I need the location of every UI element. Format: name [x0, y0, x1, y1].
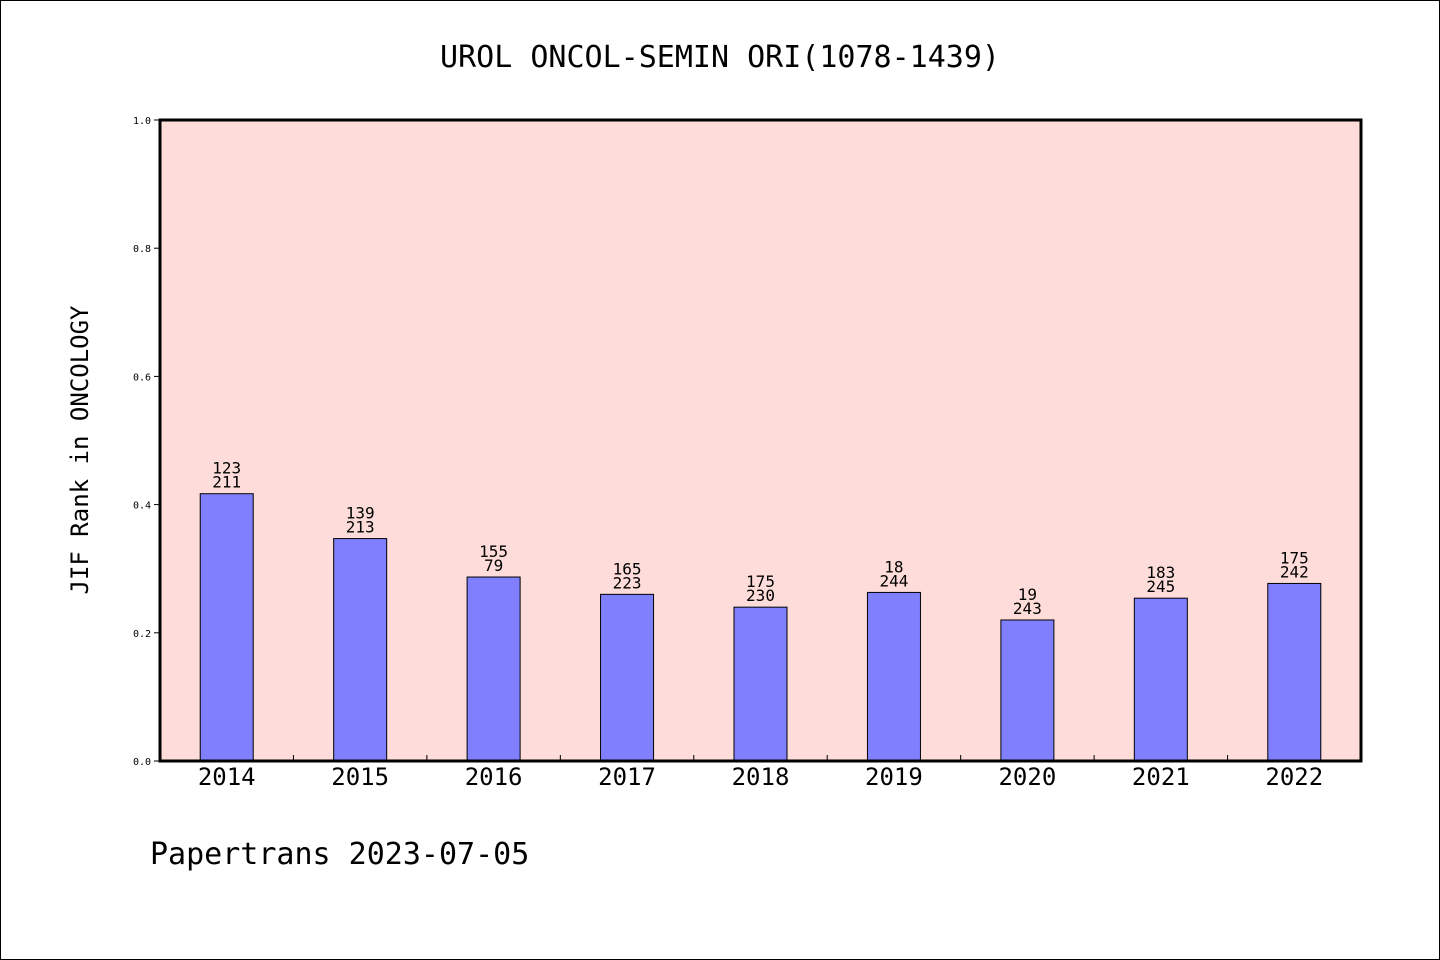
bar-2017 — [600, 593, 655, 762]
bars — [199, 493, 1322, 762]
data-label-top: 175 — [1280, 548, 1309, 567]
y-tick-label: 0.4 — [133, 501, 151, 512]
x-tick-label: 2021 — [1132, 763, 1190, 791]
data-label-bottom: 245 — [1146, 577, 1175, 596]
data-label-top: 155 — [479, 542, 508, 561]
bar-2018 — [733, 606, 788, 762]
data-label-top: 19 — [1018, 585, 1037, 604]
data-label-bottom: 213 — [346, 518, 375, 537]
x-tick-label: 2018 — [732, 763, 790, 791]
bar-2014 — [199, 493, 254, 762]
data-label-bottom: 242 — [1280, 562, 1309, 581]
data-label-bottom: 230 — [746, 586, 775, 605]
x-tick-label: 2020 — [998, 763, 1056, 791]
plot-border — [158, 118, 1363, 763]
y-tick-label: 1.0 — [133, 116, 151, 127]
x-tick-label: 2014 — [198, 763, 256, 791]
bar-2015 — [333, 538, 388, 762]
x-axis-ticks: 2014 2015 2016 2017 2018 2019 2020 2021 2022 — [198, 755, 1323, 791]
bar-2016 — [466, 576, 521, 762]
y-axis-label: JIF Rank in ONCOLOGY — [66, 305, 94, 595]
bar-2021 — [1133, 597, 1188, 762]
data-label-bottom: 211 — [212, 473, 241, 492]
data-label-bottom: 79 — [484, 556, 503, 575]
x-tick-label: 2019 — [865, 763, 923, 791]
data-label-top: 139 — [346, 504, 375, 523]
x-tick-label: 2017 — [598, 763, 656, 791]
bar-2020 — [1000, 619, 1055, 762]
chart-title: UROL ONCOL-SEMIN ORI(1078-1439) — [440, 40, 1000, 75]
x-tick-label: 2016 — [465, 763, 523, 791]
data-label-bottom: 243 — [1013, 599, 1042, 618]
x-tick-label: 2015 — [331, 763, 389, 791]
y-axis-ticks: 0.0 0.2 0.4 0.6 0.8 1.0 — [133, 116, 160, 768]
bar-2019 — [866, 591, 921, 762]
data-label-top: 123 — [212, 459, 241, 478]
footer-credit: Papertrans 2023-07-05 — [150, 837, 529, 872]
data-label-top: 183 — [1146, 563, 1175, 582]
y-tick-label: 0.2 — [133, 629, 151, 640]
bar-2022 — [1267, 582, 1322, 762]
data-label-bottom: 223 — [613, 573, 642, 592]
y-tick-label: 0.0 — [133, 757, 151, 768]
y-tick-label: 0.6 — [133, 372, 151, 383]
y-tick-label: 0.8 — [133, 244, 151, 255]
x-tick-label: 2022 — [1265, 763, 1323, 791]
data-label-bottom: 244 — [879, 571, 908, 590]
data-label-top: 165 — [613, 559, 642, 578]
data-label-top: 175 — [746, 572, 775, 591]
data-label-top: 18 — [884, 557, 903, 576]
